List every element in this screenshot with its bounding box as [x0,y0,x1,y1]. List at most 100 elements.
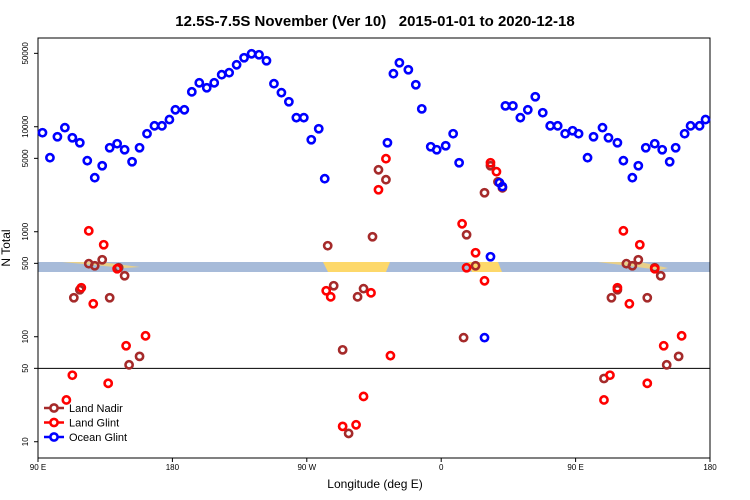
legend-marker [49,417,59,428]
point [431,144,442,155]
point [89,260,100,271]
chart-title: 12.5S-7.5S November (Ver 10) 2015-01-01 … [175,13,574,30]
point [179,104,190,115]
point [231,59,242,70]
point [328,280,339,291]
point [605,370,615,381]
y-tick-label: 100 [21,330,30,344]
point [325,291,336,302]
point [485,251,496,262]
y-tick-label: 1000 [21,222,30,240]
point [479,187,490,198]
point [582,152,593,163]
x-tick-label: 0 [439,463,444,472]
point [276,87,287,98]
y-tick-label: 10000 [21,115,30,138]
point [261,55,272,66]
point [112,138,123,149]
series [37,48,711,343]
y-tick-label: 10 [21,437,30,446]
y-tick-label: 5000 [21,149,30,167]
x-tick-label: 90 E [567,463,583,472]
legend-label: Land Glint [69,418,119,430]
point [67,370,78,381]
plot-area [38,38,710,458]
legend-label: Ocean Glint [69,432,127,444]
point [224,67,235,78]
point [530,91,541,102]
point [618,155,629,166]
point [209,77,220,88]
point [470,260,481,271]
point [103,378,114,389]
band-yellow [323,262,390,272]
point [37,127,48,138]
point [700,114,711,125]
point [351,419,361,430]
legend-label: Land Nadir [69,403,123,415]
point [283,96,294,107]
point [670,142,681,153]
point [624,298,635,309]
point [597,122,608,133]
point [612,282,623,293]
point [104,142,115,153]
surface-band [38,262,710,272]
point [127,156,137,167]
point [306,134,317,145]
point [68,292,79,303]
point [479,332,490,343]
point [367,231,378,242]
point [319,173,330,184]
point [186,86,197,97]
point [67,132,78,143]
point [352,291,363,302]
point [454,157,465,168]
point [655,270,666,281]
point [194,77,205,88]
point [458,332,469,343]
point [157,120,167,131]
y-tick-label: 50 [21,363,30,372]
point [269,78,279,89]
point [112,263,123,274]
point [254,49,264,60]
point [119,270,130,281]
point [448,128,459,139]
point [88,298,99,309]
point [134,142,145,153]
point [358,391,369,402]
point [552,120,563,131]
point [522,104,533,115]
point [97,160,108,171]
point [470,247,481,258]
point [164,114,175,125]
point [59,122,70,133]
point [694,120,705,131]
series [61,153,687,432]
point [649,263,660,274]
point [461,229,472,240]
point [140,330,151,341]
point [491,166,502,177]
point [201,82,212,93]
point [119,144,130,155]
point [381,153,391,164]
point [343,428,354,439]
point [599,395,609,405]
point [627,260,638,271]
point [657,144,668,155]
point [633,254,644,265]
point [394,57,405,68]
plot-frame [37,37,711,459]
y-tick-label: 50000 [21,42,30,65]
x-tick-label: 90 E [30,463,46,472]
point [134,351,145,362]
point [170,104,181,115]
point [661,359,672,370]
point [381,174,391,185]
point [649,138,660,149]
point [633,160,644,171]
x-tick-label: 90 W [297,463,316,472]
